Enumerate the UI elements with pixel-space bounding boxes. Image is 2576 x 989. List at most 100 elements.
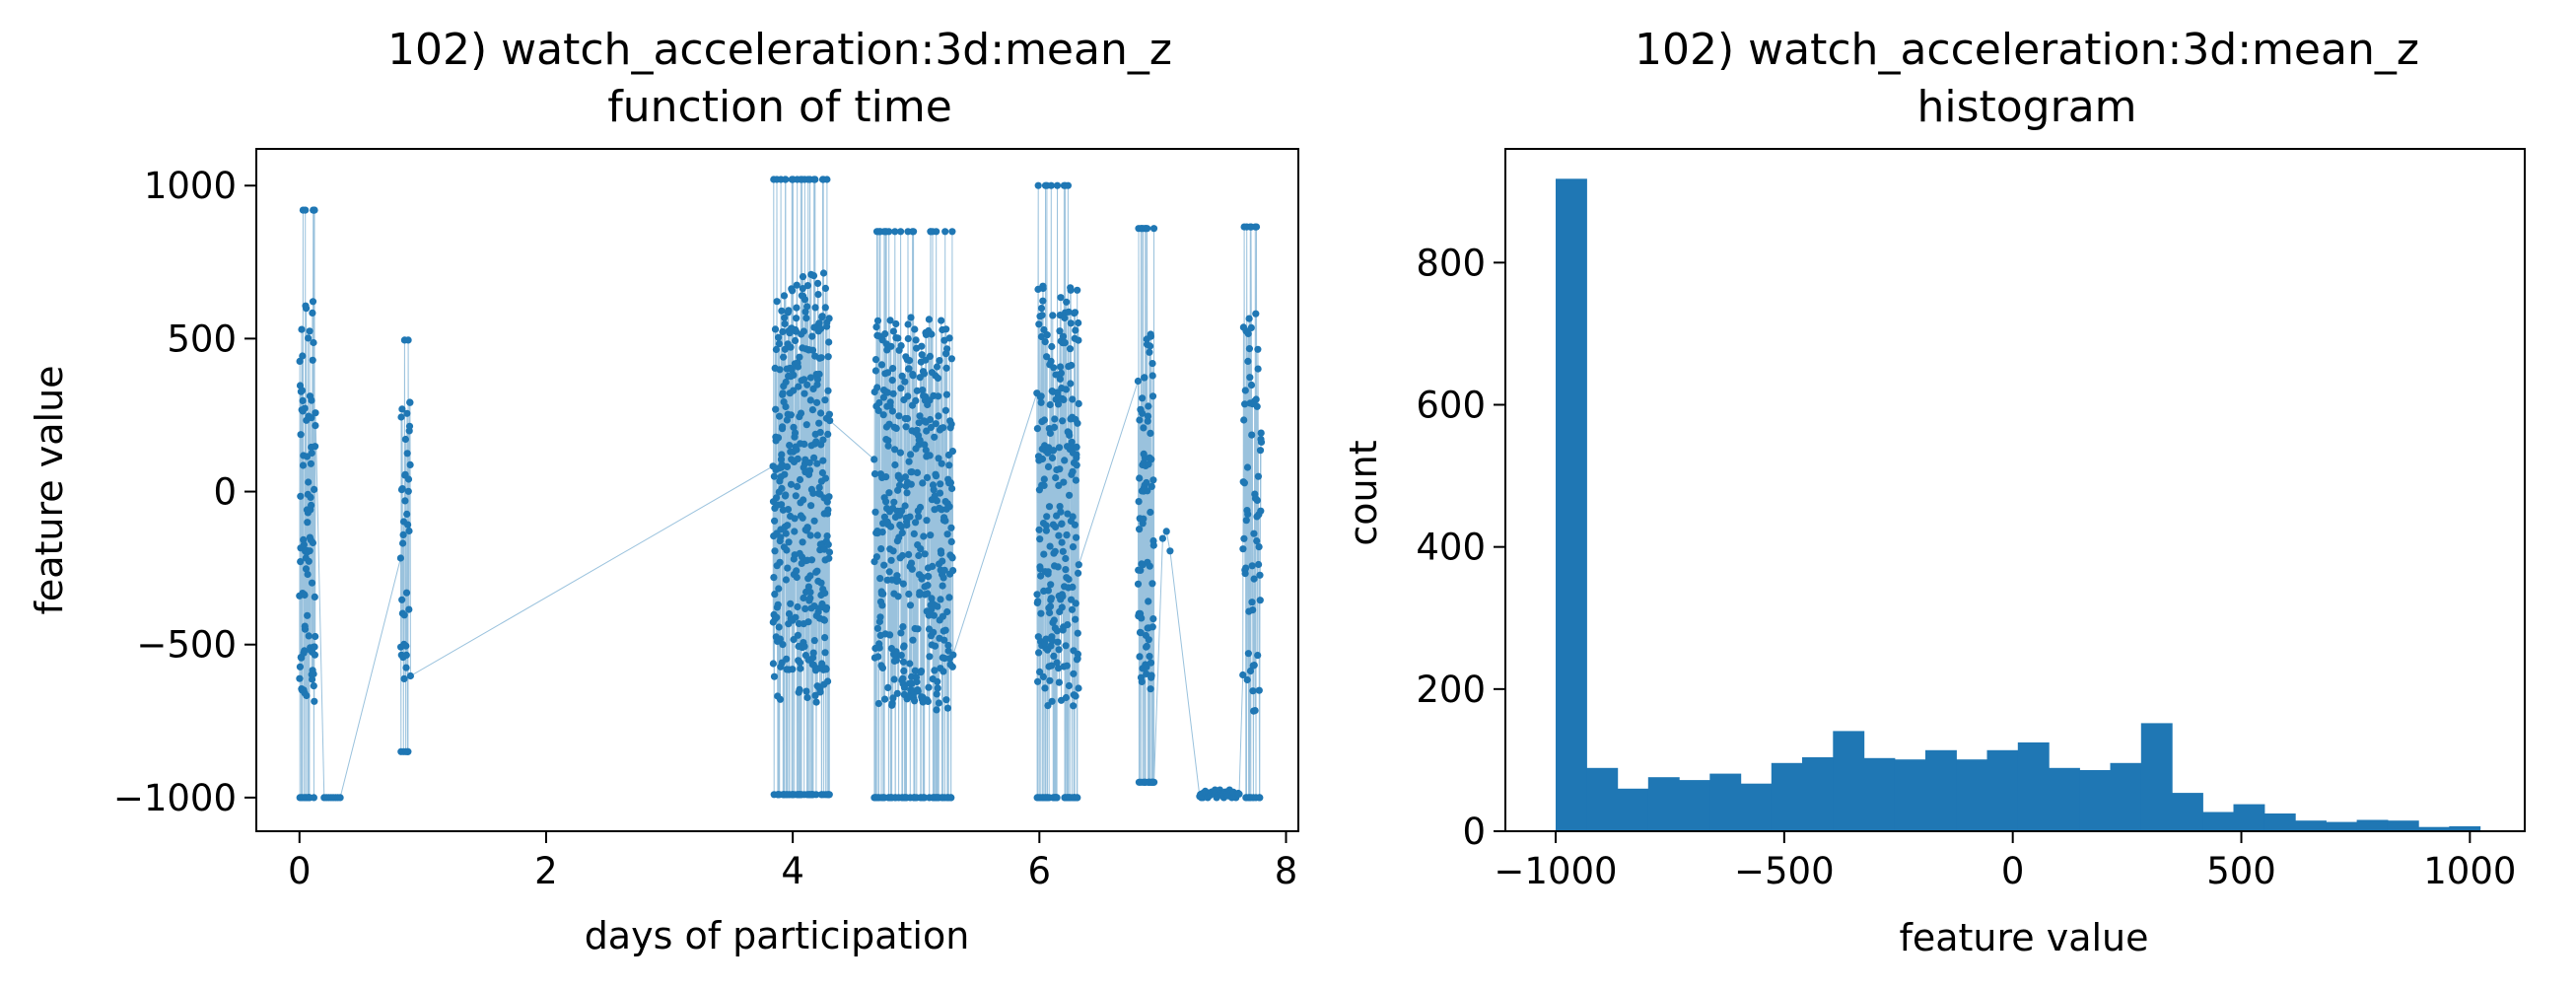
data-point	[889, 694, 897, 702]
data-point	[304, 519, 312, 527]
data-point	[404, 487, 412, 495]
data-point	[873, 624, 882, 632]
x-tick-label: 1000	[2423, 850, 2516, 892]
data-point	[894, 577, 902, 585]
data-point	[396, 554, 404, 562]
data-point	[1073, 461, 1080, 469]
data-point	[881, 330, 889, 338]
data-point	[875, 398, 883, 407]
data-point	[311, 206, 318, 214]
data-point	[899, 674, 907, 682]
data-point	[941, 406, 950, 414]
data-point	[1048, 454, 1057, 462]
data-point	[784, 522, 792, 530]
data-point	[887, 342, 895, 350]
data-point	[1255, 686, 1263, 694]
data-point	[1056, 502, 1064, 511]
data-point	[924, 582, 932, 590]
data-point	[877, 361, 886, 369]
data-point	[889, 327, 898, 335]
data-point	[1053, 659, 1061, 667]
data-point	[906, 660, 914, 668]
data-point	[884, 369, 892, 377]
data-point	[311, 697, 318, 705]
data-point	[935, 412, 942, 420]
data-point	[1249, 687, 1257, 695]
data-point	[801, 296, 809, 304]
data-point	[1074, 650, 1081, 659]
data-point	[806, 572, 814, 580]
data-point	[781, 319, 789, 327]
data-point	[800, 327, 808, 335]
data-point	[947, 537, 955, 546]
data-point	[1143, 670, 1150, 678]
data-point	[311, 643, 318, 651]
data-point	[878, 601, 886, 609]
data-point	[1138, 677, 1146, 686]
data-point	[802, 421, 810, 429]
data-point	[882, 498, 890, 506]
data-point	[926, 653, 934, 661]
data-point	[1066, 491, 1074, 499]
data-point	[914, 687, 922, 695]
data-point	[1075, 561, 1082, 569]
data-point	[1033, 425, 1041, 433]
data-point	[1068, 361, 1076, 370]
data-point	[942, 364, 950, 372]
data-point	[1134, 580, 1143, 588]
data-point	[794, 631, 802, 639]
data-point	[312, 443, 319, 451]
data-point	[404, 521, 412, 529]
data-point	[941, 626, 949, 634]
data-point	[1052, 371, 1060, 379]
data-point	[824, 540, 832, 548]
data-point	[403, 409, 411, 417]
data-point	[901, 502, 909, 510]
time-chart-ylabel: feature value	[28, 365, 71, 614]
data-point	[1147, 508, 1154, 517]
data-point	[819, 436, 827, 444]
data-point	[810, 454, 818, 461]
data-point	[302, 565, 311, 573]
time-chart-frame	[255, 148, 1299, 832]
data-point	[1039, 672, 1047, 681]
data-point	[903, 414, 912, 423]
data-point	[890, 498, 898, 506]
data-point	[1050, 423, 1059, 431]
data-point	[1134, 377, 1142, 386]
data-point	[1069, 543, 1078, 551]
histogram-bar	[2140, 723, 2173, 831]
data-point	[880, 561, 888, 569]
data-point	[874, 699, 883, 708]
histogram-bar	[1925, 749, 1957, 831]
data-point	[301, 625, 310, 633]
histogram-bar	[1863, 757, 1896, 831]
data-point	[1059, 332, 1068, 340]
data-point	[1060, 395, 1068, 403]
data-point	[1040, 416, 1048, 424]
data-point	[877, 545, 885, 553]
data-point	[1251, 707, 1259, 715]
data-point	[940, 636, 948, 644]
histogram-bar	[1586, 767, 1619, 831]
data-point	[1037, 572, 1045, 580]
data-point	[824, 387, 832, 394]
data-point	[919, 387, 927, 394]
data-point	[899, 580, 907, 588]
data-point	[903, 489, 911, 497]
data-point	[311, 593, 318, 601]
data-point	[815, 370, 823, 379]
data-point	[1048, 662, 1056, 670]
data-point	[1139, 394, 1147, 402]
data-point	[806, 531, 814, 539]
data-point	[943, 704, 952, 712]
data-point	[815, 319, 823, 327]
data-point	[1145, 402, 1152, 410]
data-point	[822, 603, 831, 611]
data-point	[931, 667, 939, 674]
data-point	[1059, 547, 1067, 555]
data-point	[916, 503, 925, 512]
data-point	[948, 663, 956, 671]
data-point	[875, 644, 883, 652]
data-point	[810, 637, 818, 645]
